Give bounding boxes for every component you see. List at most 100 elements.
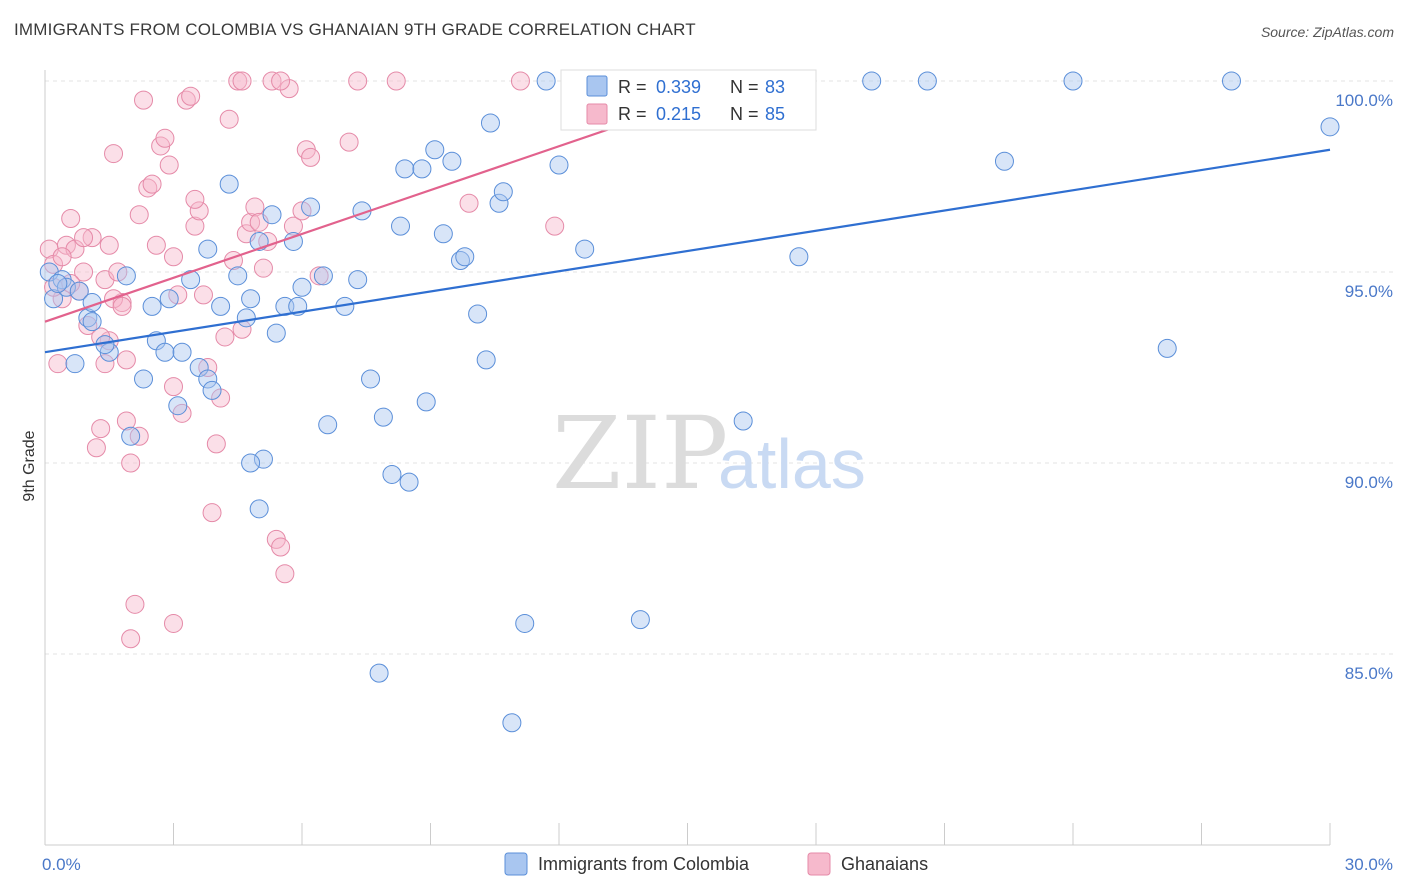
axes (44, 70, 1331, 846)
data-point (48, 273, 68, 293)
data-point (164, 247, 183, 267)
data-point (489, 193, 509, 213)
legend-r-label-blue: R = (618, 77, 647, 97)
legend-r-value-blue: 0.339 (656, 77, 701, 97)
data-point (121, 629, 141, 649)
data-point (862, 71, 882, 91)
data-point (112, 296, 132, 316)
data-point (198, 239, 218, 259)
data-point (468, 304, 488, 324)
data-point (789, 247, 809, 267)
data-point (159, 289, 179, 309)
data-point (373, 407, 393, 427)
legend-n-label-blue: N = (730, 77, 759, 97)
correlation-legend: R = 0.339 N = 83 R = 0.215 N = 85 (560, 69, 817, 131)
y-tick-labels: 100.0% 95.0% 90.0% 85.0% (1335, 91, 1393, 683)
data-point (146, 235, 166, 255)
data-point (348, 71, 368, 91)
y-tick-label: 90.0% (1345, 473, 1393, 492)
data-point (241, 453, 261, 473)
data-point (917, 71, 937, 91)
data-point (99, 235, 119, 255)
data-point (228, 266, 248, 286)
legend-n-label-pink: N = (730, 104, 759, 124)
watermark-zip: ZIP (552, 395, 728, 512)
y-tick-label: 85.0% (1345, 664, 1393, 683)
data-point (245, 197, 265, 217)
x-tick-label: 0.0% (42, 855, 81, 874)
data-point (994, 151, 1014, 171)
data-point (202, 380, 222, 400)
data-point (228, 71, 248, 91)
bottom-legend-label-pink: Ghanaians (841, 854, 928, 874)
legend-n-value-blue: 83 (765, 77, 785, 97)
data-point (164, 613, 183, 633)
data-point (189, 201, 209, 221)
data-point (116, 266, 136, 286)
legend-r-value-pink: 0.215 (656, 104, 701, 124)
data-point (91, 419, 111, 439)
data-point (125, 594, 145, 614)
data-point (480, 113, 500, 133)
data-point (134, 90, 154, 110)
data-point (459, 193, 479, 213)
bottom-legend-label-blue: Immigrants from Colombia (538, 854, 750, 874)
data-point (283, 216, 303, 236)
data-point (262, 205, 282, 225)
data-point (219, 109, 239, 129)
data-point (536, 71, 556, 91)
bottom-legend-swatch-pink (807, 852, 831, 876)
data-point (155, 128, 175, 148)
data-point (168, 396, 188, 416)
data-point (61, 209, 81, 229)
data-point (339, 132, 359, 152)
data-point (121, 453, 141, 473)
data-point (313, 266, 333, 286)
data-point (442, 151, 462, 171)
legend-r-label-pink: R = (618, 104, 647, 124)
data-point (549, 155, 569, 175)
data-point (104, 144, 124, 164)
data-point (395, 159, 415, 179)
data-point (142, 174, 162, 194)
trendline-immigrants-from-colombia (44, 148, 1331, 354)
data-point (142, 296, 162, 316)
data-point (69, 281, 89, 301)
data-point (271, 71, 291, 91)
data-point (1221, 71, 1241, 91)
y-axis-label: 9th Grade (21, 430, 38, 501)
data-point (129, 205, 149, 225)
data-point (575, 239, 595, 259)
data-point (361, 369, 381, 389)
data-point (155, 342, 175, 362)
data-point (95, 354, 115, 374)
watermark-atlas: atlas (718, 425, 866, 503)
data-point (348, 270, 368, 290)
data-point (309, 266, 329, 286)
data-point (236, 308, 256, 328)
data-point (206, 434, 226, 454)
x-tick-label: 30.0% (1345, 855, 1393, 874)
data-point (1320, 117, 1340, 137)
legend-n-value-pink: 85 (765, 104, 785, 124)
y-tick-label: 95.0% (1345, 282, 1393, 301)
data-point (455, 247, 475, 267)
data-point (181, 270, 201, 290)
data-point (318, 415, 338, 435)
data-point (399, 472, 419, 492)
data-point (198, 369, 218, 389)
data-point (86, 438, 106, 458)
data-point (74, 262, 94, 282)
source-credit: Source: ZipAtlas.com (1260, 24, 1394, 40)
data-point (48, 354, 68, 374)
data-point (193, 285, 213, 305)
x-tick-labels: 0.0% 30.0% (42, 855, 1393, 874)
data-point (386, 71, 406, 91)
data-point (433, 224, 453, 244)
data-point (181, 86, 201, 106)
watermark: ZIP atlas (552, 395, 866, 512)
data-point (733, 411, 753, 431)
data-point (1157, 338, 1177, 358)
data-point (134, 369, 154, 389)
data-point (44, 289, 64, 309)
